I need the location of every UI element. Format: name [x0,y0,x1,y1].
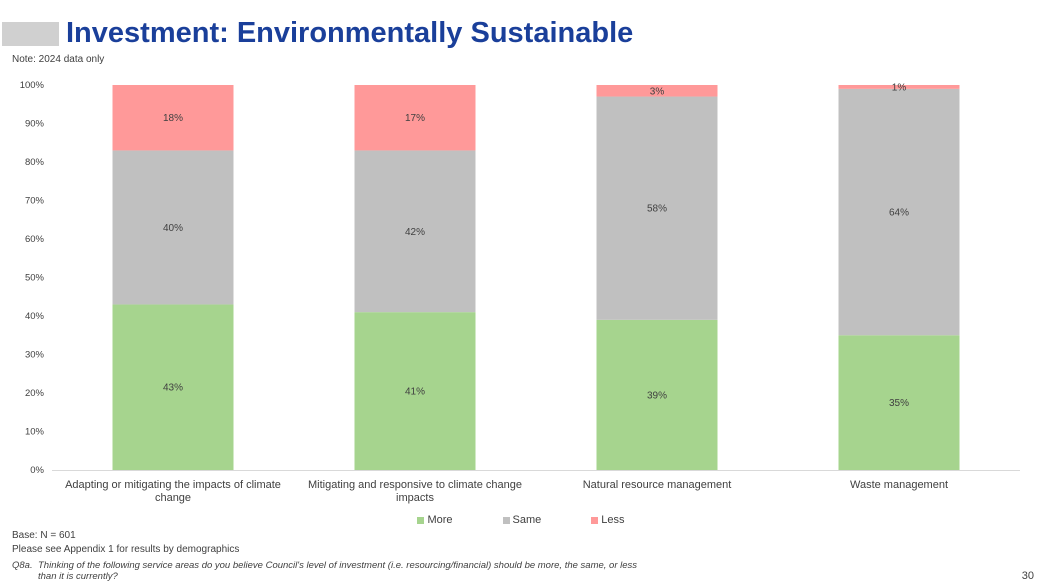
data-note: Note: 2024 data only [12,54,105,65]
data-label-same: 42% [405,227,425,238]
chart-legend: More Same Less [0,514,1042,526]
y-tick-label: 10% [25,427,45,438]
legend-item-more: More [417,514,453,526]
y-tick-label: 90% [25,119,45,130]
bar-segment-same [596,96,718,320]
legend-swatch-less [591,516,599,524]
y-tick-label: 50% [25,273,45,284]
legend-swatch-same [502,516,510,524]
x-category-label: change [155,492,191,504]
bar-segment-less [354,85,476,151]
bar-segment-less [838,85,960,89]
legend-label-more: More [427,514,453,526]
data-label-same: 58% [647,204,667,215]
data-label-less: 17% [405,113,425,124]
title-decoration-block [2,22,59,46]
legend-item-less: Less [591,514,625,526]
data-label-less: 18% [163,113,183,124]
data-label-more: 39% [647,390,667,401]
y-tick-label: 40% [25,311,45,322]
data-label-less: 3% [650,86,665,97]
legend-label-less: Less [601,514,625,526]
bar-segment-less [112,85,234,151]
x-category-label: Adapting or mitigating the impacts of cl… [65,479,281,491]
legend-label-same: Same [512,514,542,526]
question-note: Q8a. Thinking of the following service a… [12,560,658,582]
appendix-note: Please see Appendix 1 for results by dem… [12,544,240,555]
base-note: Base: N = 601 [12,530,76,541]
x-category-label: Mitigating and responsive to climate cha… [308,479,522,491]
question-number: Q8a. [12,560,33,571]
question-text: Thinking of the following service areas … [38,560,638,582]
y-tick-label: 80% [25,157,45,168]
data-label-same: 40% [163,223,183,234]
bar-segment-more [838,335,960,470]
data-label-more: 43% [163,383,183,394]
data-label-same: 64% [889,208,909,219]
bar-segment-more [596,319,718,470]
data-label-less: 1% [892,82,907,93]
stacked-bar-chart: 0% 10% 20% 30% 40% 50% 60% 70% 80% 90% 100% 43% 40% 1… [20,80,1020,504]
y-tick-label: 100% [20,80,45,91]
bar-segment-more [112,304,234,470]
legend-item-same: Same [502,514,542,526]
y-tick-label: 70% [25,196,45,207]
bar-segment-same [112,150,234,305]
x-category-label: Waste management [850,479,948,491]
y-tick-label: 60% [25,234,45,245]
data-label-more: 41% [405,387,425,398]
bar-segment-less [596,85,718,97]
page-number: 30 [1021,570,1034,582]
data-label-more: 35% [889,398,909,409]
y-tick-label: 0% [30,465,44,476]
bar-segment-same [354,150,476,313]
y-tick-label: 30% [25,350,45,361]
x-category-label: impacts [396,492,434,504]
bar-segment-more [354,312,476,470]
y-tick-label: 20% [25,388,45,399]
legend-swatch-more [417,516,425,524]
x-category-label: Natural resource management [583,479,732,491]
page-title: Investment: Environmentally Sustainable [66,17,634,49]
bar-segment-same [838,88,960,336]
